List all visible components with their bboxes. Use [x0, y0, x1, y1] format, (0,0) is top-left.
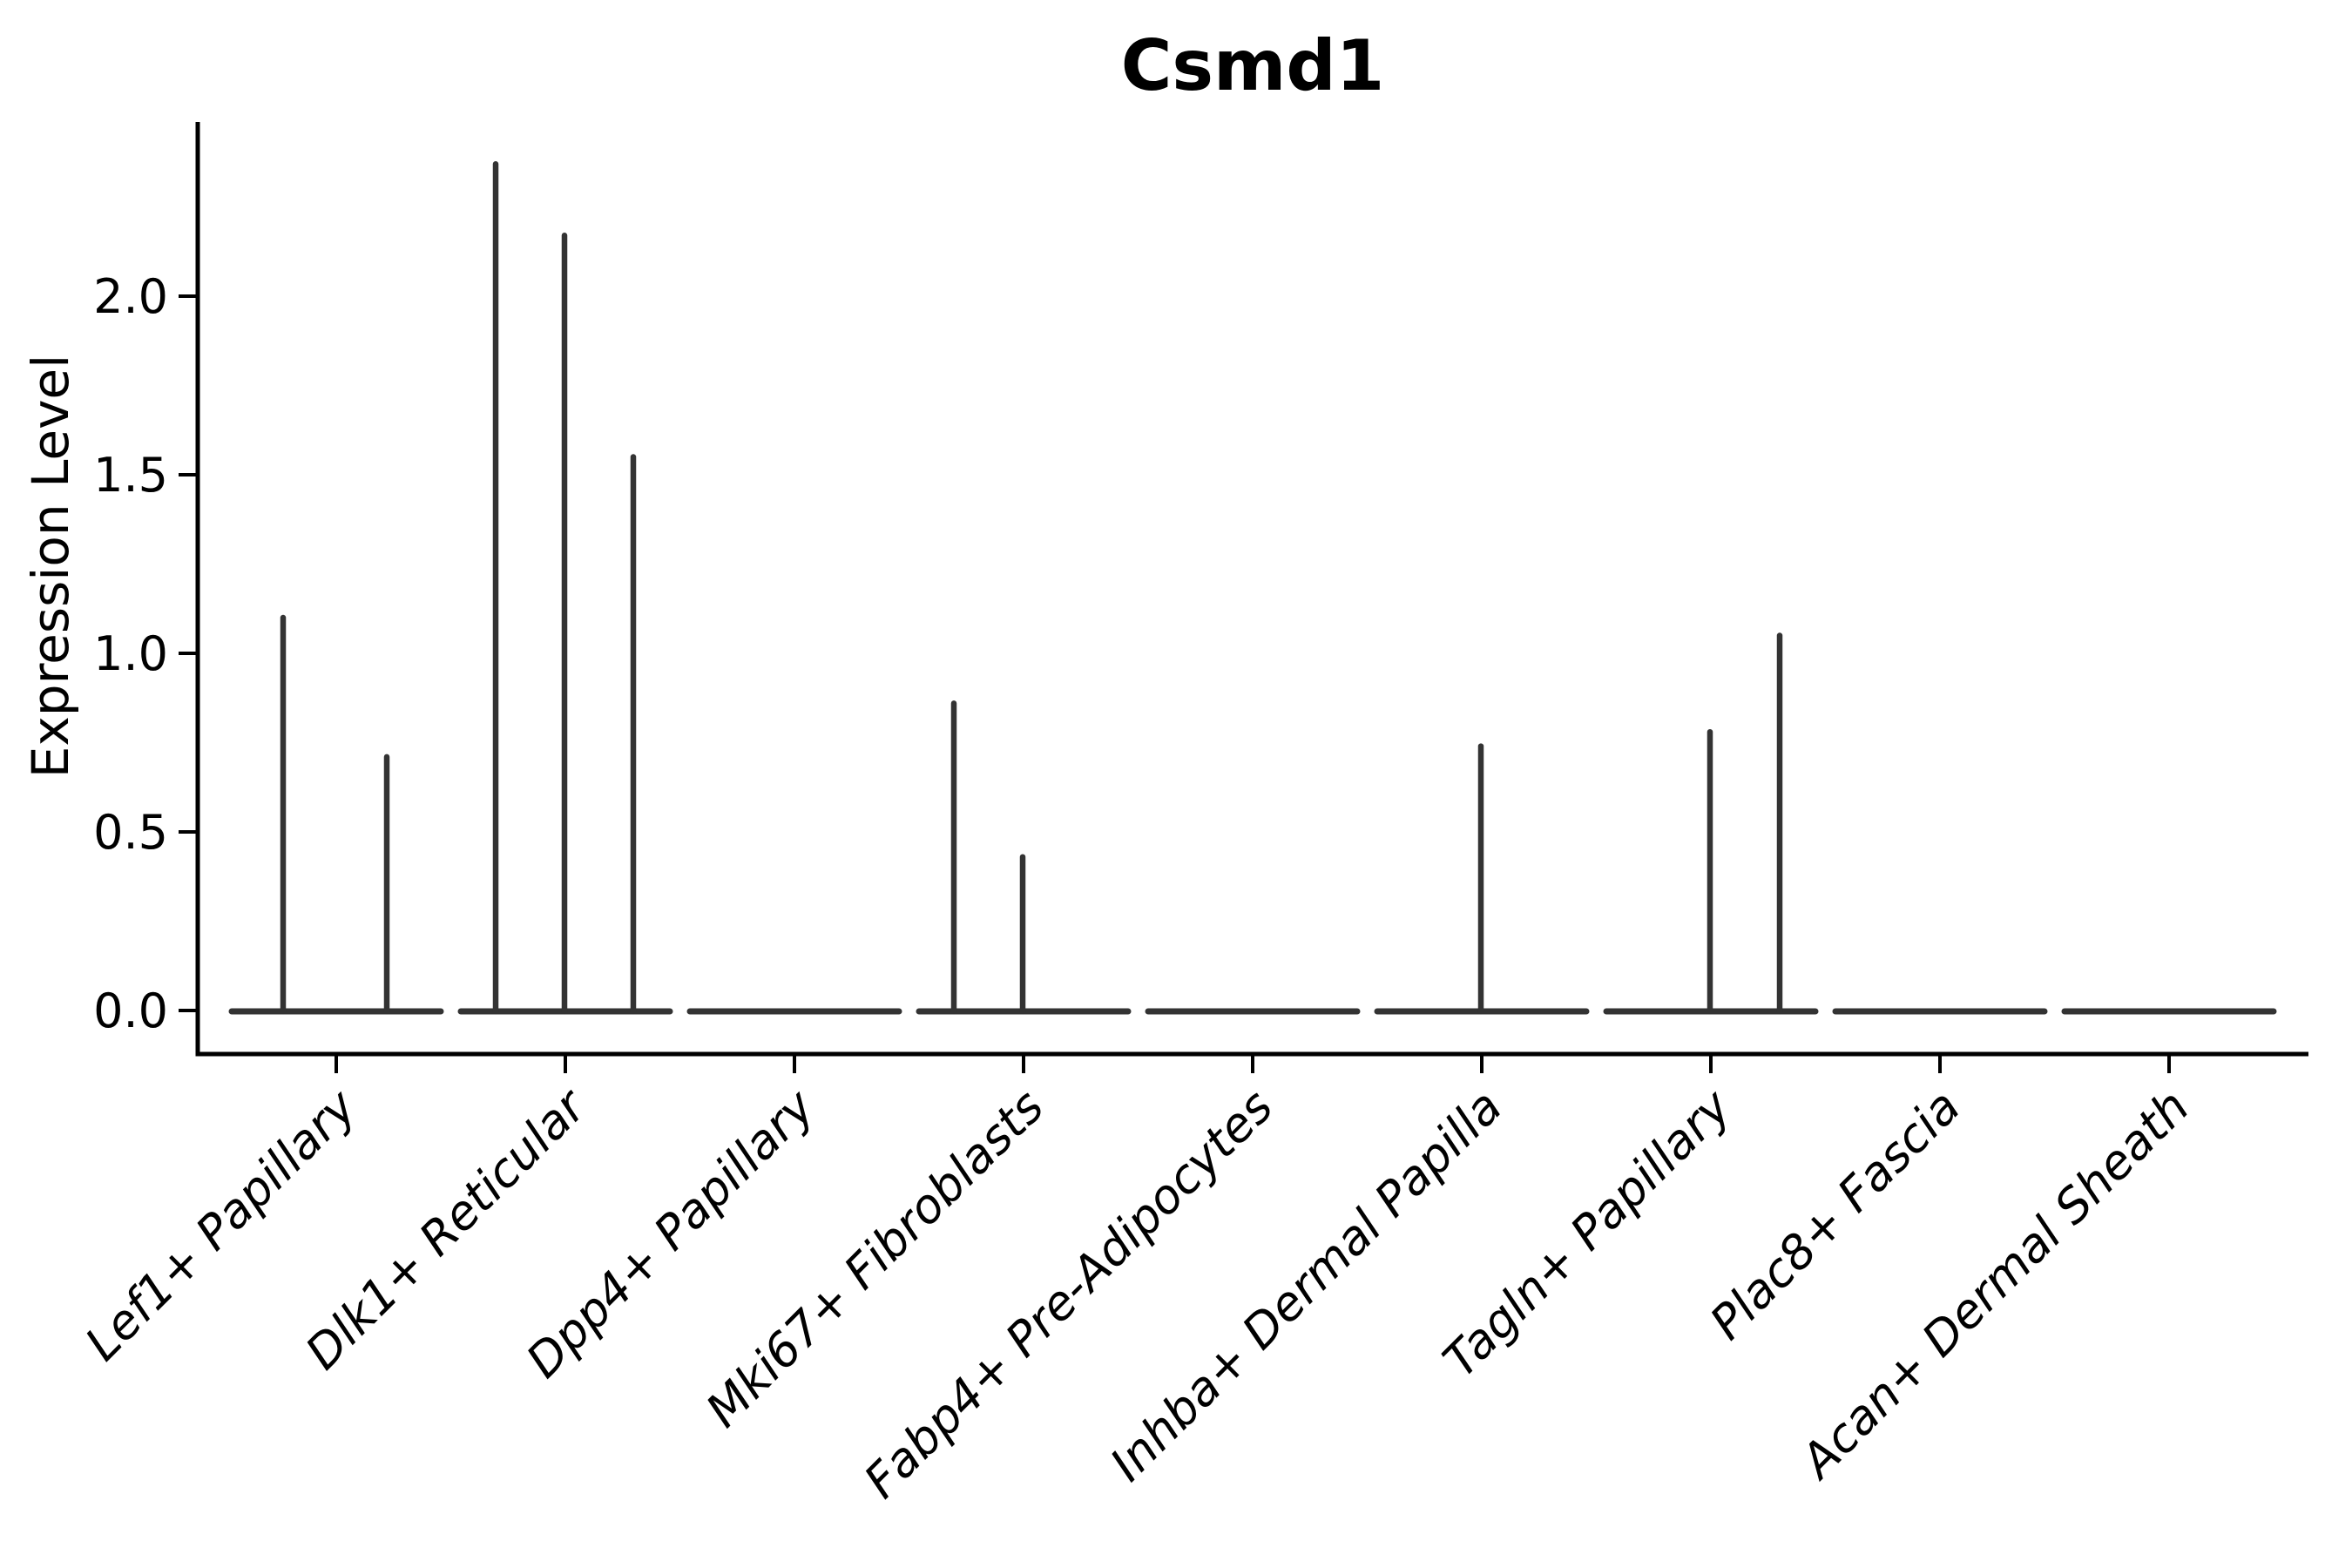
y-tick-label: 0.0	[93, 983, 168, 1038]
violin	[457, 161, 673, 1015]
x-tick-label: Acan+ Dermal Sheath	[1788, 1079, 2200, 1490]
y-tick-label: 0.5	[93, 805, 168, 860]
violin	[1603, 632, 1819, 1015]
y-tick-label: 1.0	[93, 626, 168, 681]
violin	[228, 614, 444, 1015]
x-tick-label: Inhba+ Dermal Papilla	[1099, 1079, 1512, 1492]
violin	[1374, 743, 1590, 1015]
x-tick-label: Fabp4+ Pre-Adipocytes	[854, 1079, 1283, 1509]
violin	[916, 700, 1132, 1015]
y-axis-label: Expression Level	[21, 355, 80, 778]
chart-title: Csmd1	[1121, 25, 1385, 106]
violin-layer	[228, 161, 2277, 1015]
y-tick-label: 1.5	[93, 448, 168, 503]
y-tick-label: 2.0	[93, 269, 168, 324]
